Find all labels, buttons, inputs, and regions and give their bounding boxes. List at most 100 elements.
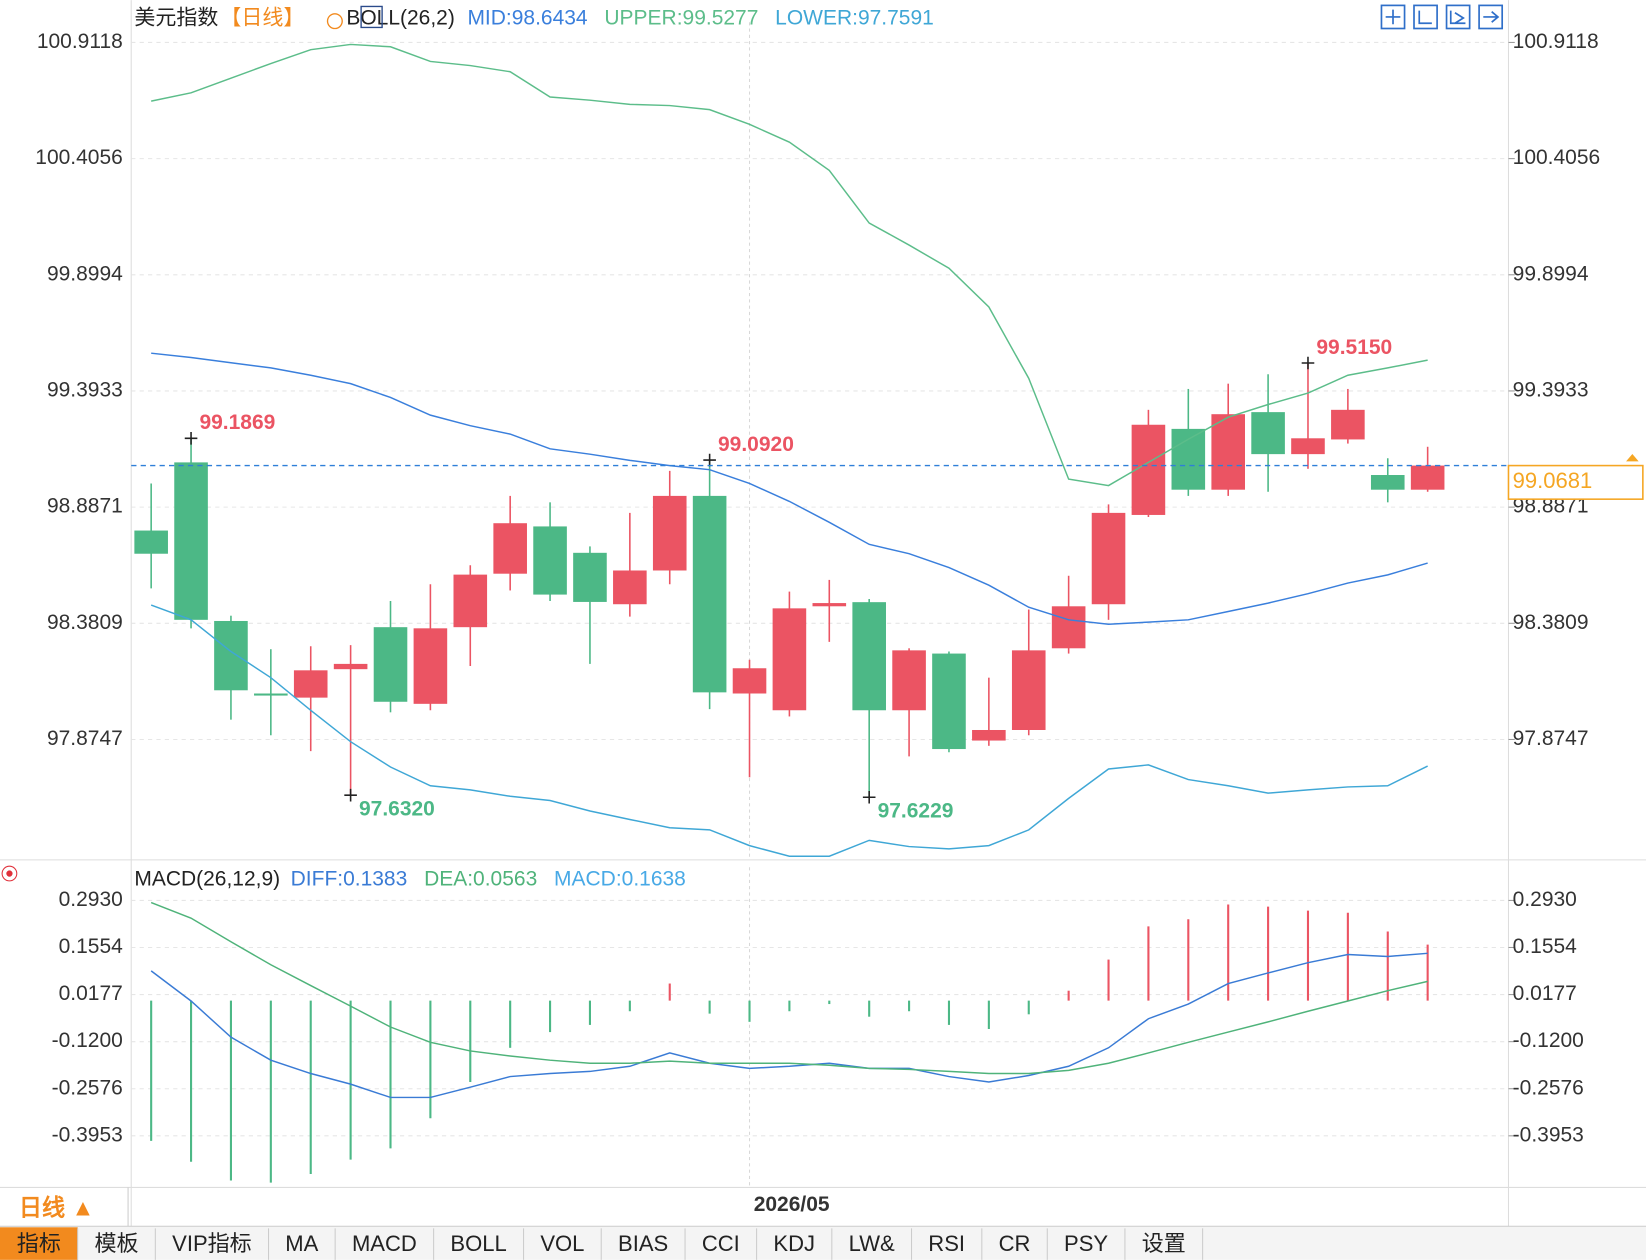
extreme-marker <box>1301 356 1315 370</box>
candle-body <box>852 602 886 711</box>
y-tick-label: 100.9118 <box>37 30 123 53</box>
tab-bar <box>0 1226 1646 1260</box>
candle-body <box>812 603 847 607</box>
tab[interactable]: PSY <box>1064 1231 1108 1256</box>
tab[interactable]: RSI <box>928 1231 965 1256</box>
extreme-label: 99.1869 <box>199 411 275 434</box>
tab[interactable]: BOLL <box>450 1231 506 1256</box>
legend-entry: UPPER:99.5277 <box>604 7 758 30</box>
extreme-label: 99.0920 <box>718 433 794 456</box>
candle-body <box>1331 409 1365 440</box>
candle-body <box>692 495 727 693</box>
indicator-name: MACD(26,12,9) <box>134 867 280 890</box>
candle-body <box>254 693 288 696</box>
y-tick-label-right: 100.9118 <box>1513 30 1599 53</box>
y-tick-label: 0.1554 <box>59 935 124 958</box>
y-tick-label-right: -0.1200 <box>1513 1029 1584 1052</box>
tool-glyph <box>1385 9 1500 25</box>
extreme-marker <box>862 790 876 804</box>
tool-icon[interactable] <box>1413 4 1438 30</box>
candle-body <box>652 495 687 571</box>
period-icon <box>326 13 343 30</box>
tab[interactable]: VIP指标 <box>172 1231 252 1256</box>
extreme-label: 99.5150 <box>1316 336 1392 359</box>
tab[interactable]: LW& <box>849 1231 895 1256</box>
candle-body <box>573 552 607 602</box>
extreme-marker <box>703 453 716 467</box>
y-tick-label: -0.1200 <box>52 1029 123 1052</box>
candle-body <box>214 620 248 691</box>
legend-entry: LOWER:97.7591 <box>775 7 934 30</box>
y-tick-label-right: -0.3953 <box>1513 1123 1584 1146</box>
tab[interactable]: BIAS <box>618 1231 668 1256</box>
tool-icon[interactable] <box>1380 4 1406 30</box>
period-tab[interactable]: 日线 ▲ <box>19 1195 94 1221</box>
candle-body <box>772 608 807 711</box>
toolbar <box>1380 4 1504 30</box>
indicator-name: BOLL(26,2) <box>346 7 454 30</box>
tab[interactable]: 模板 <box>94 1231 138 1256</box>
indicator-line <box>150 604 1428 857</box>
y-tick-label: 97.8747 <box>47 727 123 750</box>
y-tick-label-right: 100.4056 <box>1513 146 1601 169</box>
extreme-label: 97.6229 <box>878 800 954 823</box>
tab[interactable]: 设置 <box>1142 1231 1186 1256</box>
tab[interactable]: CCI <box>702 1231 740 1256</box>
y-tick-label-right: 97.8747 <box>1513 727 1589 750</box>
boll-icon <box>360 5 383 29</box>
tab[interactable]: CR <box>999 1231 1031 1256</box>
candle-body <box>972 729 1006 741</box>
indicator-line <box>150 952 1428 1099</box>
y-tick-label: 99.8994 <box>47 262 123 285</box>
candle-body <box>1370 475 1405 490</box>
y-tick-label-right: 98.3809 <box>1513 611 1589 634</box>
y-tick-label-right: -0.2576 <box>1513 1076 1584 1099</box>
y-tick-label: 0.2930 <box>59 888 123 911</box>
candle-body <box>174 462 208 620</box>
y-tick-label: 98.8871 <box>47 495 123 518</box>
candle-body <box>493 523 527 574</box>
target-icon[interactable] <box>1 865 18 882</box>
tab[interactable]: MA <box>285 1231 318 1256</box>
candle-body <box>134 530 168 554</box>
candle-body <box>932 653 966 750</box>
y-tick-label: -0.3953 <box>52 1123 123 1146</box>
tab[interactable]: KDJ <box>773 1231 815 1256</box>
tool-icon[interactable] <box>1478 4 1504 30</box>
last-price-arrow <box>1626 454 1639 462</box>
indicator-line <box>151 43 1428 487</box>
tab[interactable]: MACD <box>352 1231 417 1256</box>
tab-active-bg <box>0 1227 78 1260</box>
legend-entry: MACD:0.1638 <box>554 867 686 890</box>
y-tick-label-right: 0.1554 <box>1513 935 1578 958</box>
title: 美元指数 <box>134 7 218 30</box>
legend-entry: DEA:0.0563 <box>424 867 537 890</box>
y-tick-label-right: 99.3933 <box>1513 378 1589 401</box>
candle-body <box>373 627 408 702</box>
tool-icon[interactable] <box>1445 4 1471 30</box>
y-tick-label-right: 0.0177 <box>1513 982 1577 1005</box>
indicator-line <box>150 901 1428 1075</box>
y-tick-label-right: 99.8994 <box>1513 262 1589 285</box>
candle-body <box>1251 412 1285 455</box>
candle-body <box>1410 465 1445 490</box>
candle-body <box>1171 428 1206 490</box>
extreme-marker <box>184 432 198 445</box>
y-tick-label: 100.4056 <box>35 146 123 169</box>
extreme-label: 97.6320 <box>359 797 435 820</box>
candle-body <box>1011 650 1046 730</box>
legend-entry: MID:98.6434 <box>467 7 587 30</box>
tab[interactable]: 指标 <box>17 1231 61 1256</box>
y-tick-label-right: 0.2930 <box>1513 888 1577 911</box>
last-price-label: 99.0681 <box>1513 468 1593 493</box>
y-tick-label: 98.3809 <box>47 611 123 634</box>
tab[interactable]: VOL <box>540 1231 584 1256</box>
x-tick-label: 2026/05 <box>754 1193 830 1216</box>
period: 【日线】 <box>220 7 304 30</box>
legend-entry: DIFF:0.1383 <box>291 867 408 890</box>
candle-body <box>333 663 368 670</box>
last-price-box <box>1507 464 1644 500</box>
